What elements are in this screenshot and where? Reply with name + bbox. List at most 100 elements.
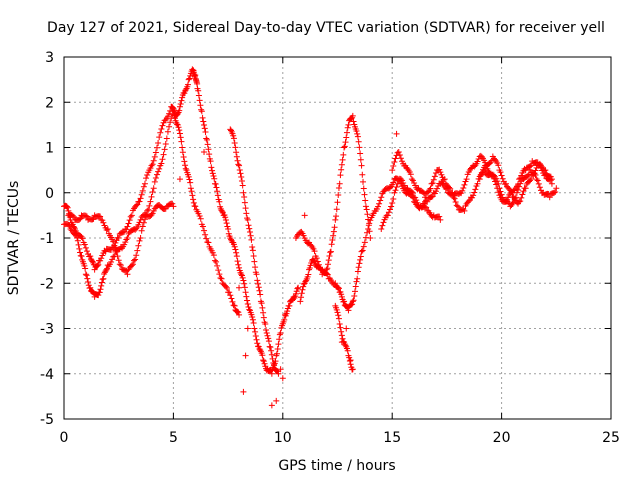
data-point-interp	[166, 123, 173, 130]
data-point-interp	[260, 309, 267, 316]
x-tick-label: 20	[493, 430, 511, 446]
data-point	[277, 366, 284, 373]
data-point-interp	[498, 172, 505, 179]
data-point-interp	[95, 261, 102, 268]
data-point	[216, 198, 223, 205]
data-point-interp	[216, 271, 223, 278]
data-point-interp	[177, 100, 184, 107]
data-point-interp	[404, 165, 411, 172]
data-point-interp	[97, 213, 104, 220]
data-point-interp	[158, 125, 165, 132]
data-point	[281, 311, 288, 318]
data-point	[367, 235, 374, 241]
data-point	[395, 149, 402, 156]
data-point-interp	[506, 186, 513, 193]
data-point-interp	[153, 144, 160, 151]
data-point	[231, 139, 238, 146]
data-point-interp	[339, 156, 346, 163]
data-point-interp	[237, 269, 244, 276]
data-point	[548, 176, 555, 183]
data-point-interp	[237, 170, 244, 177]
data-point	[463, 176, 470, 183]
data-point	[262, 320, 269, 327]
data-point-interp	[64, 204, 71, 211]
data-point-interp	[224, 285, 231, 292]
data-point-interp	[196, 97, 203, 104]
y-tick-label: -4	[40, 367, 54, 383]
data-point-interp	[243, 210, 250, 217]
data-point-interp	[357, 150, 364, 157]
data-point	[240, 388, 247, 395]
data-point-interp	[214, 262, 221, 269]
data-point-interp	[252, 264, 259, 271]
data-point-interp	[146, 202, 153, 209]
data-point-interp	[145, 206, 152, 213]
data-point-interp	[492, 178, 499, 185]
data-point-interp	[499, 175, 506, 182]
data-point-interp	[176, 127, 183, 134]
data-point	[179, 144, 186, 151]
data-point	[271, 361, 278, 368]
data-point	[137, 216, 144, 223]
data-point	[244, 216, 251, 223]
data-point	[422, 194, 429, 201]
data-point-interp	[437, 169, 444, 176]
data-point-interp	[245, 222, 252, 229]
data-point-interp	[210, 173, 217, 180]
data-point-interp	[363, 206, 370, 213]
data-point	[362, 203, 369, 210]
data-point-interp	[341, 143, 348, 150]
data-points	[61, 66, 560, 409]
data-point-interp	[412, 194, 419, 201]
data-point-interp	[241, 280, 248, 287]
data-point-interp	[98, 279, 105, 286]
data-point-interp	[110, 238, 117, 245]
data-point-interp	[335, 285, 342, 292]
data-point-interp	[143, 175, 150, 182]
data-point	[111, 244, 118, 251]
data-point-interp	[137, 195, 144, 202]
data-point-interp	[83, 248, 90, 255]
data-point-interp	[235, 309, 242, 316]
data-point-interp	[326, 253, 333, 260]
data-point-interp	[334, 309, 341, 316]
data-point-interp	[161, 146, 168, 153]
data-point-interp	[110, 253, 117, 260]
data-point-interp	[276, 336, 283, 343]
data-point-interp	[232, 144, 239, 151]
y-tick-label: 2	[45, 95, 54, 111]
data-point	[408, 176, 415, 183]
data-point-interp	[171, 112, 178, 119]
data-point-interp	[471, 189, 478, 196]
data-point-interp	[313, 255, 320, 262]
data-point-interp	[527, 177, 534, 184]
data-point-interp	[148, 193, 155, 200]
data-point-interp	[551, 189, 558, 196]
data-point-interp	[96, 289, 103, 296]
data-point-interp	[199, 223, 206, 230]
data-point-interp	[147, 198, 154, 205]
data-point-interp	[452, 199, 459, 206]
data-point-interp	[436, 213, 443, 220]
data-point	[347, 357, 354, 364]
data-point	[546, 194, 553, 201]
data-point-interp	[257, 347, 264, 354]
data-point-interp	[388, 203, 395, 210]
data-point-interp	[275, 341, 282, 348]
data-point-interp	[451, 195, 458, 202]
data-point-interp	[82, 212, 89, 219]
data-point	[454, 203, 461, 210]
data-point-interp	[63, 203, 70, 210]
data-point	[141, 180, 148, 187]
data-point	[236, 284, 243, 291]
data-point-interp	[97, 257, 104, 264]
data-point-interp	[541, 167, 548, 174]
data-point-interp	[338, 328, 345, 335]
data-point	[301, 212, 308, 219]
data-point-interp	[128, 262, 135, 269]
data-point-interp	[77, 249, 84, 256]
data-point-interp	[357, 256, 364, 263]
data-point-interp	[389, 200, 396, 207]
data-point-interp	[293, 288, 300, 295]
data-point-interp	[459, 187, 466, 194]
